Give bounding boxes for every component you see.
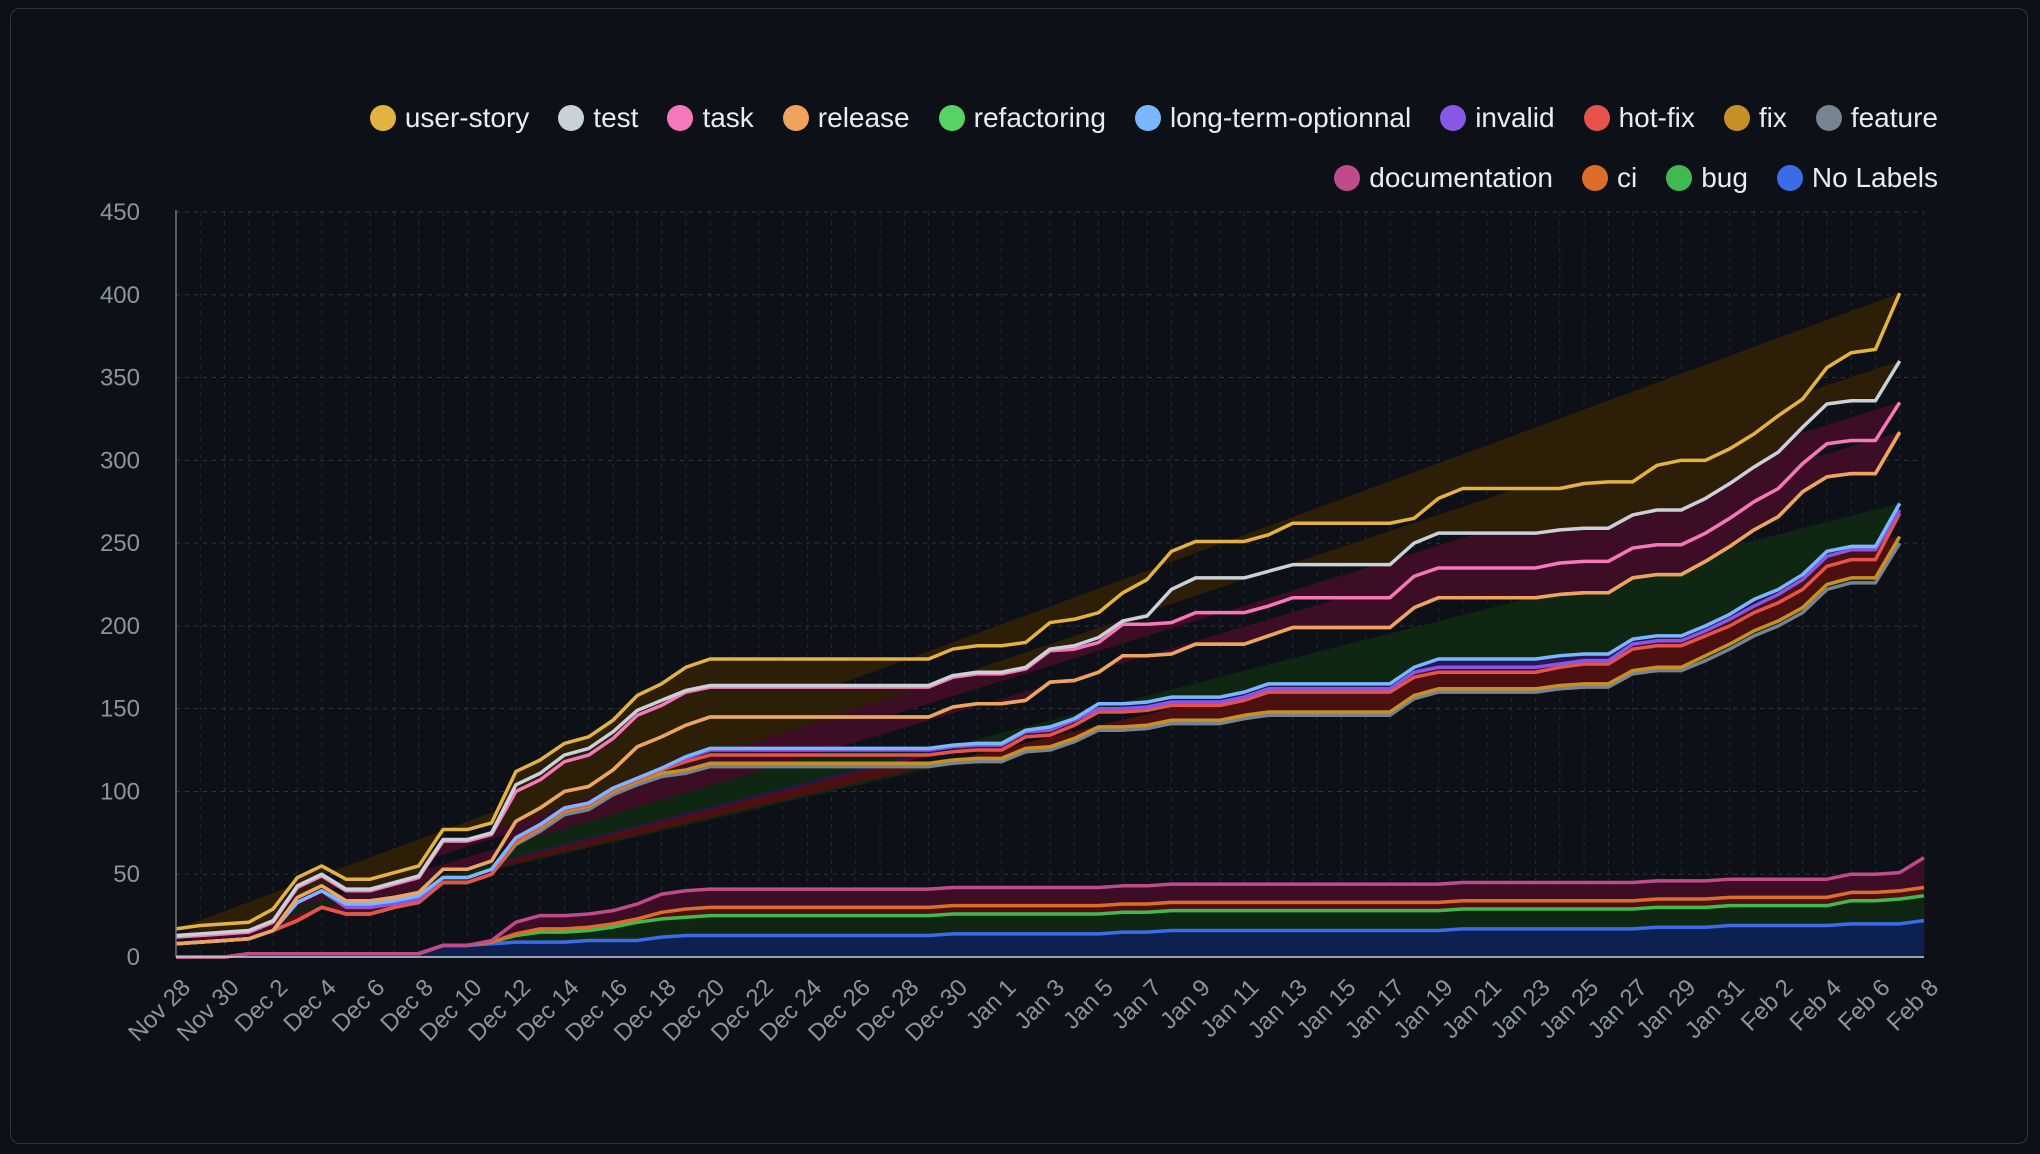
- x-tick-label: Dec 2: [230, 974, 293, 1037]
- series-line-documentation: [176, 856, 1925, 959]
- legend-item-task[interactable]: task: [667, 101, 754, 135]
- series-line-release: [175, 431, 1902, 946]
- x-tick-label: Feb 2: [1736, 974, 1798, 1036]
- legend-label: feature: [1850, 102, 1938, 133]
- legend-swatch: [782, 105, 809, 131]
- legend-item-user-story[interactable]: user-story: [369, 101, 530, 135]
- legend-label: No Labels: [1811, 162, 1938, 193]
- series-line-test: [175, 360, 1902, 938]
- y-tick-label: 250: [100, 530, 140, 557]
- x-tick-label: Feb 4: [1785, 974, 1847, 1036]
- series-line-hot-fix: [175, 512, 1902, 946]
- legend-label: bug: [1701, 162, 1748, 193]
- legend-label: long-term-optionnal: [1169, 102, 1412, 133]
- y-tick-label: 150: [100, 696, 140, 723]
- legend-item-hot-fix[interactable]: hot-fix: [1583, 101, 1695, 135]
- x-tick-label: Feb 6: [1833, 974, 1895, 1036]
- legend-label: user-story: [404, 102, 530, 133]
- legend-swatch: [1440, 105, 1467, 131]
- series-line-user-story: [175, 292, 1902, 931]
- legend-swatch: [1581, 165, 1608, 191]
- legend-item-fix[interactable]: fix: [1723, 101, 1787, 135]
- y-tick-label: 450: [100, 199, 140, 226]
- x-tick-label: Jan 5: [1058, 974, 1119, 1035]
- y-tick-label: 100: [100, 778, 140, 805]
- legend-label: invalid: [1475, 102, 1555, 133]
- y-tick-label: 50: [113, 861, 140, 888]
- area-long-term-optionnal: [176, 503, 1900, 944]
- legend-item-ci[interactable]: ci: [1581, 161, 1638, 195]
- legend-swatch: [938, 105, 965, 131]
- x-tick-label: Feb 8: [1882, 974, 1944, 1036]
- y-tick-label: 400: [100, 282, 140, 309]
- legend-item-bug[interactable]: bug: [1666, 161, 1748, 195]
- legend-label: refactoring: [973, 102, 1106, 133]
- legend-swatch: [1334, 165, 1361, 191]
- legend-item-feature[interactable]: feature: [1815, 101, 1938, 135]
- legend-swatch: [667, 105, 694, 131]
- legend-label: release: [817, 102, 910, 133]
- y-tick-label: 350: [100, 365, 140, 392]
- legend-label: test: [593, 102, 639, 133]
- x-tick-label: Jan 1: [961, 974, 1022, 1035]
- x-tick-label: Jan 7: [1107, 974, 1168, 1035]
- area-bug: [176, 895, 1924, 957]
- legend-label: task: [702, 102, 754, 133]
- legend-swatch: [1723, 105, 1750, 131]
- legend-row-1: user-story test task release refactoring long…: [178, 101, 1938, 135]
- y-tick-label: 200: [100, 613, 140, 640]
- legend-swatch: [1815, 105, 1842, 131]
- legend-item-refactoring[interactable]: refactoring: [938, 101, 1106, 135]
- area-task: [176, 402, 1900, 938]
- legend-swatch: [558, 105, 585, 131]
- series-line-long-term-optionnal: [175, 502, 1902, 946]
- legend-item-documentation[interactable]: documentation: [1334, 161, 1553, 195]
- legend-item-no-labels[interactable]: No Labels: [1776, 161, 1938, 195]
- legend-label: hot-fix: [1618, 102, 1695, 133]
- legend-item-test[interactable]: test: [558, 101, 638, 135]
- area-fix: [176, 536, 1900, 944]
- x-tick-label: Jan 3: [1010, 974, 1071, 1035]
- y-tick-label: 300: [100, 447, 140, 474]
- legend-label: ci: [1616, 162, 1638, 193]
- legend-swatch: [369, 105, 396, 131]
- legend-item-long-term-optionnal[interactable]: long-term-optionnal: [1134, 101, 1412, 135]
- legend-swatch: [1134, 105, 1161, 131]
- legend-label: documentation: [1369, 162, 1553, 193]
- x-tick-label: Dec 6: [327, 974, 390, 1037]
- legend-row-2: documentation ci bug No Labels: [178, 161, 1938, 195]
- y-tick-label: 0: [127, 944, 140, 971]
- legend-swatch: [1776, 165, 1803, 191]
- legend-item-invalid[interactable]: invalid: [1440, 101, 1555, 135]
- legend-item-release[interactable]: release: [782, 101, 910, 135]
- legend-swatch: [1666, 165, 1693, 191]
- legend-swatch: [1583, 105, 1610, 131]
- legend-label: fix: [1758, 102, 1787, 133]
- area-ci: [176, 887, 1924, 957]
- x-tick-label: Dec 4: [278, 974, 341, 1037]
- area-user-story: [176, 293, 1900, 929]
